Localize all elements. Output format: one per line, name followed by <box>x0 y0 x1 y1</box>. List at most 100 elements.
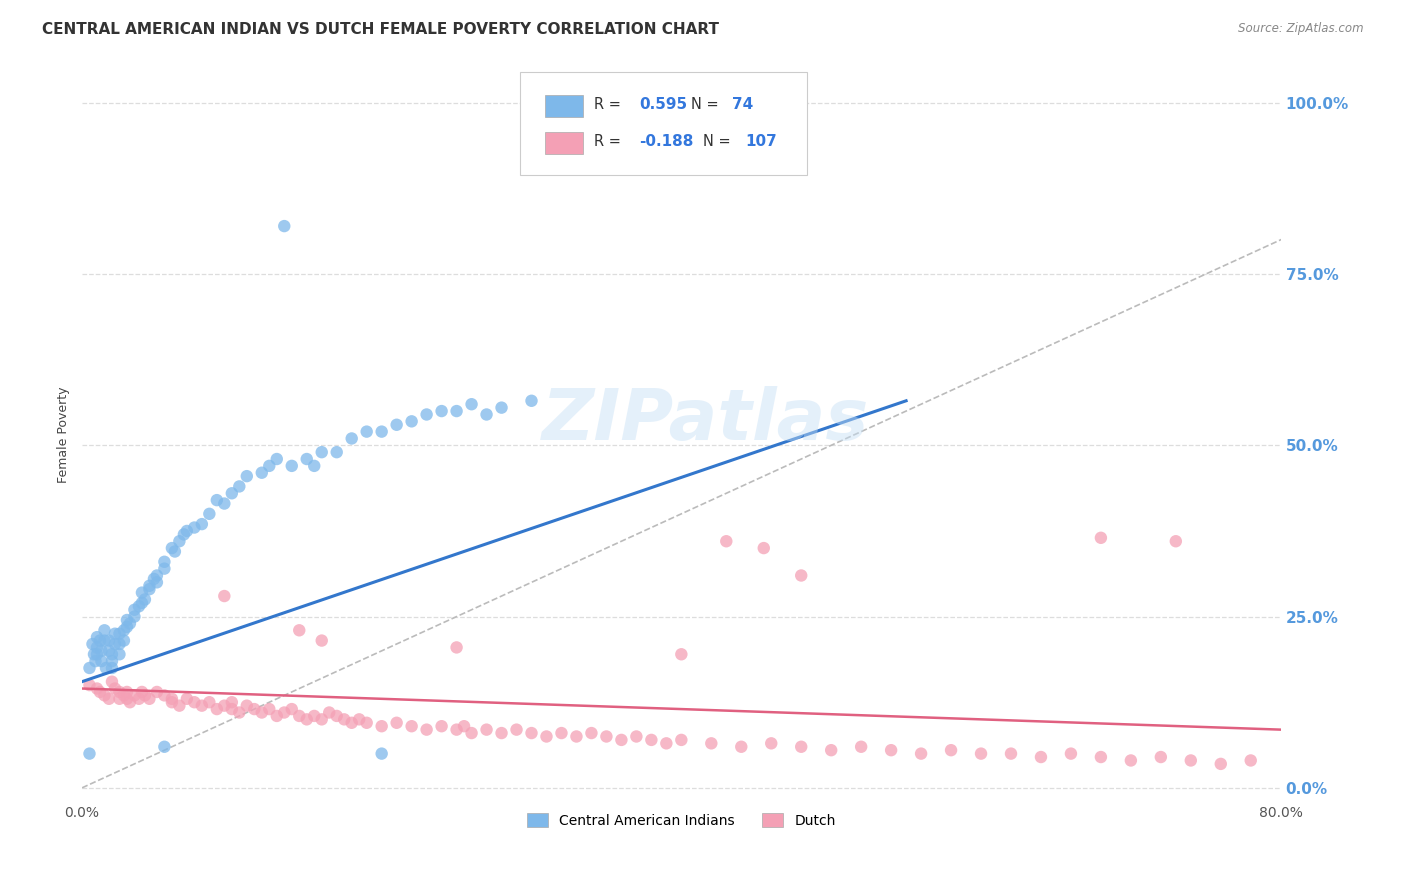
Point <box>124 609 146 624</box>
Point <box>910 747 932 761</box>
Point <box>295 712 318 726</box>
Point <box>104 637 127 651</box>
Point <box>115 691 138 706</box>
Point <box>153 689 176 703</box>
Point <box>183 695 205 709</box>
Point <box>90 654 112 668</box>
Point <box>131 685 153 699</box>
Point <box>118 695 141 709</box>
Text: N =: N = <box>703 134 735 149</box>
Point <box>146 685 169 699</box>
Point <box>385 715 408 730</box>
Point <box>169 534 191 549</box>
Point <box>108 637 131 651</box>
Point <box>89 633 111 648</box>
Point <box>228 706 250 720</box>
Point <box>79 661 101 675</box>
Point <box>236 698 259 713</box>
Point <box>108 685 131 699</box>
Point <box>250 706 273 720</box>
Point <box>97 644 120 658</box>
Point <box>385 417 408 432</box>
Point <box>311 712 333 726</box>
Point <box>259 458 281 473</box>
Point <box>401 414 423 428</box>
Point <box>302 458 325 473</box>
Point <box>115 685 138 699</box>
Point <box>79 747 101 761</box>
Point <box>89 685 111 699</box>
Point <box>1060 747 1083 761</box>
Point <box>401 719 423 733</box>
Point <box>266 709 288 723</box>
Point <box>446 404 468 418</box>
Point <box>160 695 183 709</box>
Text: 0.595: 0.595 <box>640 97 688 112</box>
Point <box>101 647 124 661</box>
Point <box>86 630 108 644</box>
Point <box>138 579 160 593</box>
Point <box>520 726 543 740</box>
Point <box>1240 754 1263 768</box>
FancyBboxPatch shape <box>544 131 583 153</box>
Point <box>84 654 107 668</box>
Point <box>849 739 872 754</box>
Point <box>243 702 266 716</box>
Point <box>430 719 453 733</box>
Point <box>281 458 304 473</box>
Point <box>259 702 281 716</box>
Point <box>138 582 160 597</box>
Point <box>446 640 468 655</box>
Point <box>356 715 378 730</box>
Point <box>124 689 146 703</box>
Point <box>475 408 498 422</box>
Point <box>340 715 363 730</box>
Point <box>160 691 183 706</box>
Point <box>153 555 176 569</box>
Point <box>671 647 693 661</box>
Point <box>446 723 468 737</box>
Point <box>112 633 135 648</box>
Point <box>752 541 775 555</box>
Point <box>176 691 198 706</box>
Text: CENTRAL AMERICAN INDIAN VS DUTCH FEMALE POVERTY CORRELATION CHART: CENTRAL AMERICAN INDIAN VS DUTCH FEMALE … <box>42 22 720 37</box>
Text: ZIPatlas: ZIPatlas <box>541 386 869 455</box>
Point <box>108 626 131 640</box>
Point <box>610 732 633 747</box>
Point <box>128 691 150 706</box>
Point <box>173 527 195 541</box>
Point <box>288 709 311 723</box>
Point <box>198 507 221 521</box>
Point <box>595 730 617 744</box>
Point <box>820 743 842 757</box>
Point <box>214 589 236 603</box>
Point <box>86 681 108 696</box>
Point <box>581 726 603 740</box>
Point <box>671 732 693 747</box>
Point <box>281 702 304 716</box>
Point <box>101 674 124 689</box>
Point <box>325 445 347 459</box>
Point <box>250 466 273 480</box>
Point <box>138 691 160 706</box>
Point <box>1209 756 1232 771</box>
Point <box>183 520 205 534</box>
Point <box>565 730 588 744</box>
Point <box>1150 750 1173 764</box>
Text: R =: R = <box>593 134 626 149</box>
Point <box>730 739 752 754</box>
Point <box>460 726 482 740</box>
Point <box>370 425 392 439</box>
Point <box>112 624 135 638</box>
Point <box>347 712 370 726</box>
Point <box>415 723 437 737</box>
Point <box>700 736 723 750</box>
Point <box>93 624 115 638</box>
Point <box>163 544 186 558</box>
Point <box>134 689 156 703</box>
Point <box>118 616 141 631</box>
Point <box>115 620 138 634</box>
Point <box>169 698 191 713</box>
Point <box>311 633 333 648</box>
Point <box>626 730 648 744</box>
